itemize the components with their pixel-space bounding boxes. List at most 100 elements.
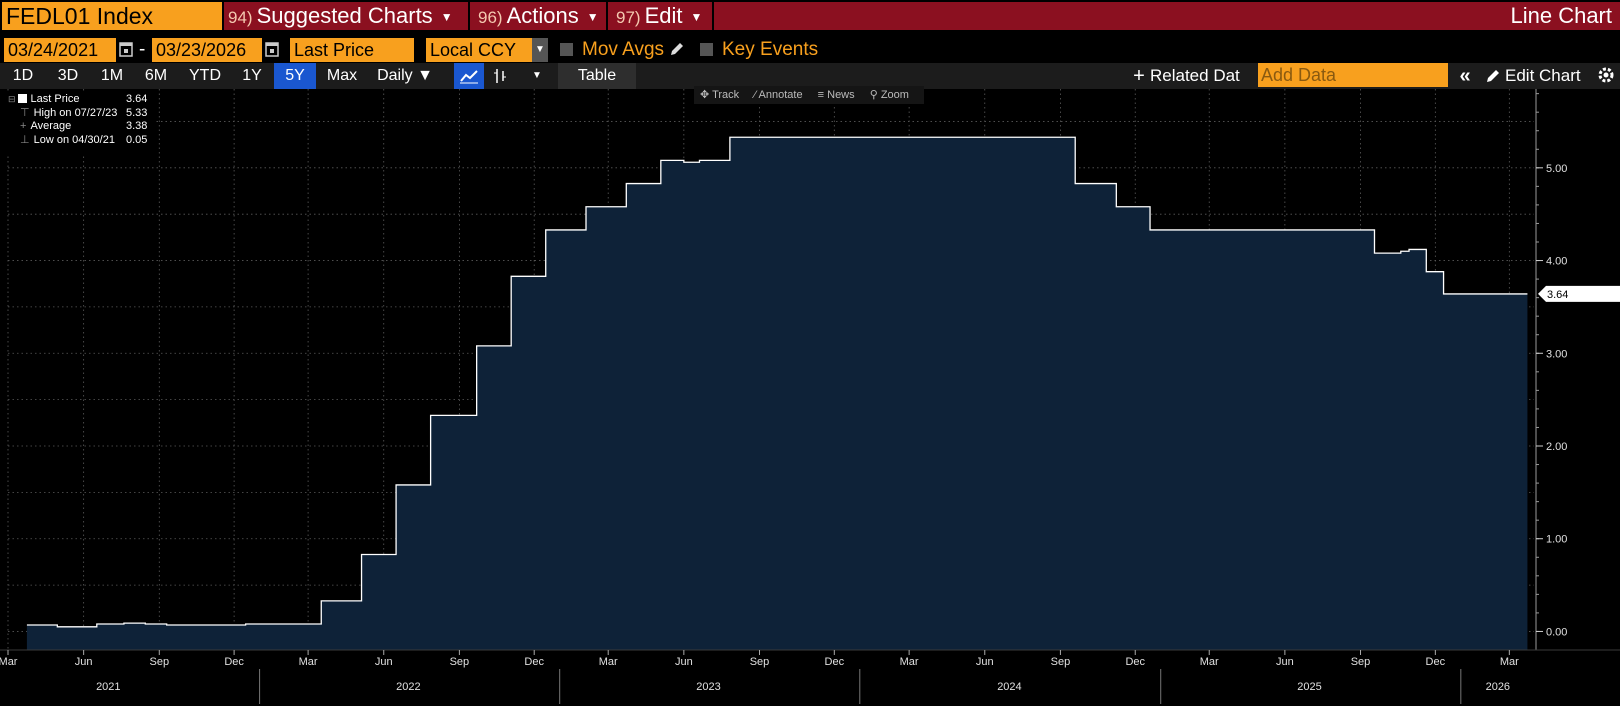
y-tick-label: 2.00 [1546, 441, 1567, 453]
x-tick-label: Dec [825, 656, 845, 668]
gear-icon[interactable] [1596, 65, 1616, 85]
calendar-icon[interactable] [265, 40, 279, 58]
chart-style-dropdown-icon[interactable]: ▼ [532, 70, 542, 81]
y-tick-label: 0.00 [1546, 626, 1567, 638]
range-1y-button[interactable]: 1Y [242, 67, 262, 84]
start-date-input[interactable]: 03/24/2021 [4, 38, 116, 62]
x-tick-label: Dec [224, 656, 244, 668]
price-chart[interactable]: 0.00 1.00 2.00 3.00 4.00 5.00 Mar Jun Sep Dec Mar… [0, 89, 1620, 706]
legend-label: Low on 04/30/21 [33, 133, 115, 146]
menu-bar [224, 2, 1620, 30]
x-tick-label: Dec [1125, 656, 1145, 668]
currency-select[interactable]: Local CCY [426, 38, 532, 62]
menu-divider [712, 2, 714, 30]
x-axis: Mar Jun Sep Dec Mar Jun Sep Dec Mar Jun Sep Dec Mar J… [0, 649, 1620, 704]
add-data-input[interactable]: Add Data [1258, 63, 1448, 87]
range-1d-button[interactable]: 1D [12, 67, 34, 84]
suggested-charts-menu[interactable]: 94) Suggested Charts ▼ [228, 2, 453, 30]
end-date-input[interactable]: 03/23/2026 [152, 38, 262, 62]
x-tick-label: Sep [450, 656, 470, 668]
key-events-checkbox[interactable] [700, 43, 713, 56]
y-tick-label: 3.00 [1546, 348, 1567, 360]
range-5y-button[interactable]: 5Y [274, 63, 316, 89]
x-tick-label: Sep [1051, 656, 1071, 668]
chart-legend: ⊟ Last Price 3.64 ⊤ High on 07/27/23 5.33 + A… [6, 93, 156, 155]
plot-tools-bar: ✥ Track ⁄ Annotate ≡ News ⚲ Zoom [694, 86, 924, 104]
x-tick-label: Mar [599, 656, 618, 668]
x-tick-label: Dec [1426, 656, 1446, 668]
year-label: 2023 [696, 681, 720, 693]
y-tick-label: 1.00 [1546, 534, 1567, 546]
calendar-icon[interactable] [119, 40, 133, 58]
annotate-tool[interactable]: ⁄ Annotate [754, 89, 802, 101]
legend-value: 5.33 [126, 106, 148, 119]
pencil-icon[interactable] [1484, 67, 1502, 85]
zoom-tool[interactable]: ⚲ Zoom [870, 89, 909, 101]
range-ytd-button[interactable]: YTD [189, 67, 221, 84]
legend-row: ⊥ Low on 04/30/21 0.05 [6, 134, 156, 148]
tool-label: Track [712, 89, 740, 101]
x-tick-label: Jun [675, 656, 693, 668]
y-axis: 0.00 1.00 2.00 3.00 4.00 5.00 [1535, 89, 1567, 650]
x-tick-label: Jun [976, 656, 994, 668]
last-value-label: 3.64 [1547, 289, 1568, 301]
range-6m-button[interactable]: 6M [144, 67, 168, 84]
tool-label: News [827, 89, 855, 101]
annotate-icon: ⁄ [754, 89, 759, 101]
bar-chart-icon[interactable] [488, 63, 512, 89]
caret-down-icon: ▼ [586, 10, 599, 24]
caret-down-icon: ▼ [440, 10, 453, 24]
menu-label: Suggested Charts [256, 3, 433, 28]
x-tick-label: Mar [900, 656, 919, 668]
menu-label: Edit [644, 3, 683, 28]
related-data-button[interactable]: Related Dat [1150, 66, 1240, 85]
year-label: 2025 [1297, 681, 1321, 693]
menu-number: 97) [616, 8, 641, 27]
collapse-chevrons-icon[interactable]: « [1459, 65, 1471, 87]
field-selector[interactable]: Last Price [290, 38, 414, 62]
plus-icon[interactable]: + [1133, 65, 1145, 87]
range-max-button[interactable]: Max [326, 67, 358, 84]
news-tool[interactable]: ≡ News [818, 89, 855, 101]
key-events-label: Key Events [722, 39, 819, 60]
actions-menu[interactable]: 96) Actions ▼ [478, 2, 599, 30]
year-label: 2024 [997, 681, 1021, 693]
legend-label: Average [30, 120, 72, 132]
edit-chart-button[interactable]: Edit Chart [1505, 66, 1581, 85]
series-area [26, 137, 1528, 650]
x-tick-label: Sep [149, 656, 169, 668]
high-marker-icon: ⊤ [20, 106, 30, 119]
pencil-icon[interactable] [668, 40, 686, 58]
menu-divider [606, 2, 608, 30]
mov-avgs-checkbox[interactable] [560, 43, 573, 56]
legend-row: ⊟ Last Price 3.64 [6, 93, 156, 107]
track-tool[interactable]: ✥ Track [700, 89, 739, 101]
legend-label: High on 07/27/23 [33, 106, 118, 119]
collapse-icon[interactable]: ⊟ [8, 94, 16, 104]
y-tick-label: 5.00 [1546, 163, 1567, 175]
range-3d-button[interactable]: 3D [57, 67, 79, 84]
menu-divider [468, 2, 470, 30]
legend-value: 3.64 [126, 93, 148, 105]
edit-menu[interactable]: 97) Edit ▼ [616, 2, 702, 30]
x-tick-label: Sep [1351, 656, 1371, 668]
x-tick-label: Dec [524, 656, 544, 668]
magnifier-icon: ⚲ [869, 89, 881, 101]
currency-dropdown-arrow[interactable]: ▼ [532, 38, 548, 62]
line-chart-icon[interactable] [454, 63, 484, 89]
average-marker-icon: + [20, 120, 27, 132]
frequency-dropdown[interactable]: Daily ▼ [377, 67, 433, 84]
x-tick-label: Jun [1276, 656, 1294, 668]
x-tick-label: Mar [1500, 656, 1519, 668]
last-value-tag: 3.64 [1538, 285, 1620, 302]
chart-type-label: Line Chart [1510, 3, 1612, 28]
ticker-field[interactable]: FEDL01 Index [2, 2, 222, 30]
menu-label: Actions [506, 3, 579, 28]
y-tick-label: 4.00 [1546, 256, 1567, 268]
x-tick-label: Mar [0, 656, 18, 668]
series-swatch [17, 94, 27, 103]
last-value-marker [1538, 285, 1620, 302]
range-1m-button[interactable]: 1M [100, 67, 124, 84]
table-button[interactable]: Table [577, 67, 617, 84]
legend-value: 3.38 [126, 120, 148, 132]
